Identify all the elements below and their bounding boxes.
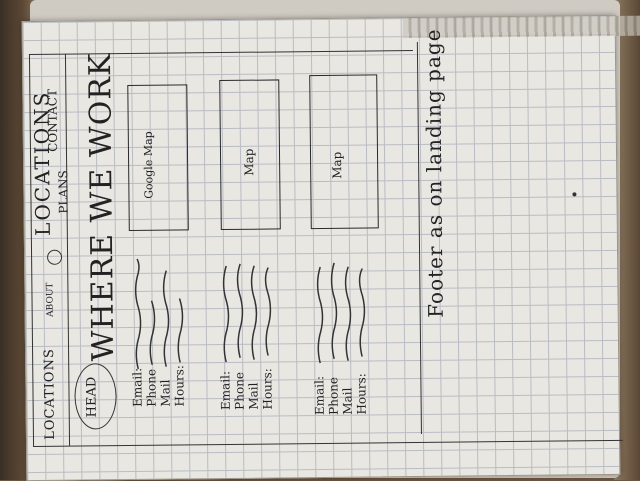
- field-email-2: Email:: [218, 370, 233, 411]
- nav-contact[interactable]: CONTACT: [45, 89, 60, 152]
- page-title: WHERE WE WORK: [82, 52, 122, 362]
- globe-icon[interactable]: [47, 249, 63, 265]
- google-map-box[interactable]: [127, 84, 189, 232]
- field-hours-2: Hours:: [260, 368, 275, 410]
- placeholder-text-squiggles-1: [134, 258, 184, 370]
- field-phone-3: Phone: [326, 376, 341, 415]
- field-hours-3: Hours:: [354, 373, 369, 415]
- map-label-3: Map: [329, 151, 345, 179]
- placeholder-text-squiggles-2: [222, 263, 272, 363]
- field-mail-3: Mail: [340, 387, 355, 415]
- nav-locations[interactable]: LOCATIONS: [42, 348, 58, 440]
- map-label-2: Map: [241, 148, 257, 176]
- notebook-page: LOCATIONS LOCATIONS ABOUT PLANS CONTACT …: [21, 14, 640, 481]
- footer-note: Footer as on landing page: [420, 28, 448, 318]
- map-label-1: Google Map: [141, 131, 156, 199]
- logo-text: HEAD: [84, 376, 100, 418]
- ink-dot: [572, 192, 577, 197]
- nav-about[interactable]: ABOUT: [45, 282, 56, 317]
- nav-plans[interactable]: PLANS: [56, 170, 71, 214]
- nav-divider-line: [64, 53, 71, 446]
- field-mail-1: Mail: [158, 379, 173, 407]
- placeholder-text-squiggles-3: [316, 262, 366, 364]
- field-mail-2: Mail: [246, 382, 261, 410]
- field-email-3: Email:: [312, 375, 327, 416]
- frame-bottom-line: [33, 439, 624, 448]
- field-phone-2: Phone: [232, 371, 247, 410]
